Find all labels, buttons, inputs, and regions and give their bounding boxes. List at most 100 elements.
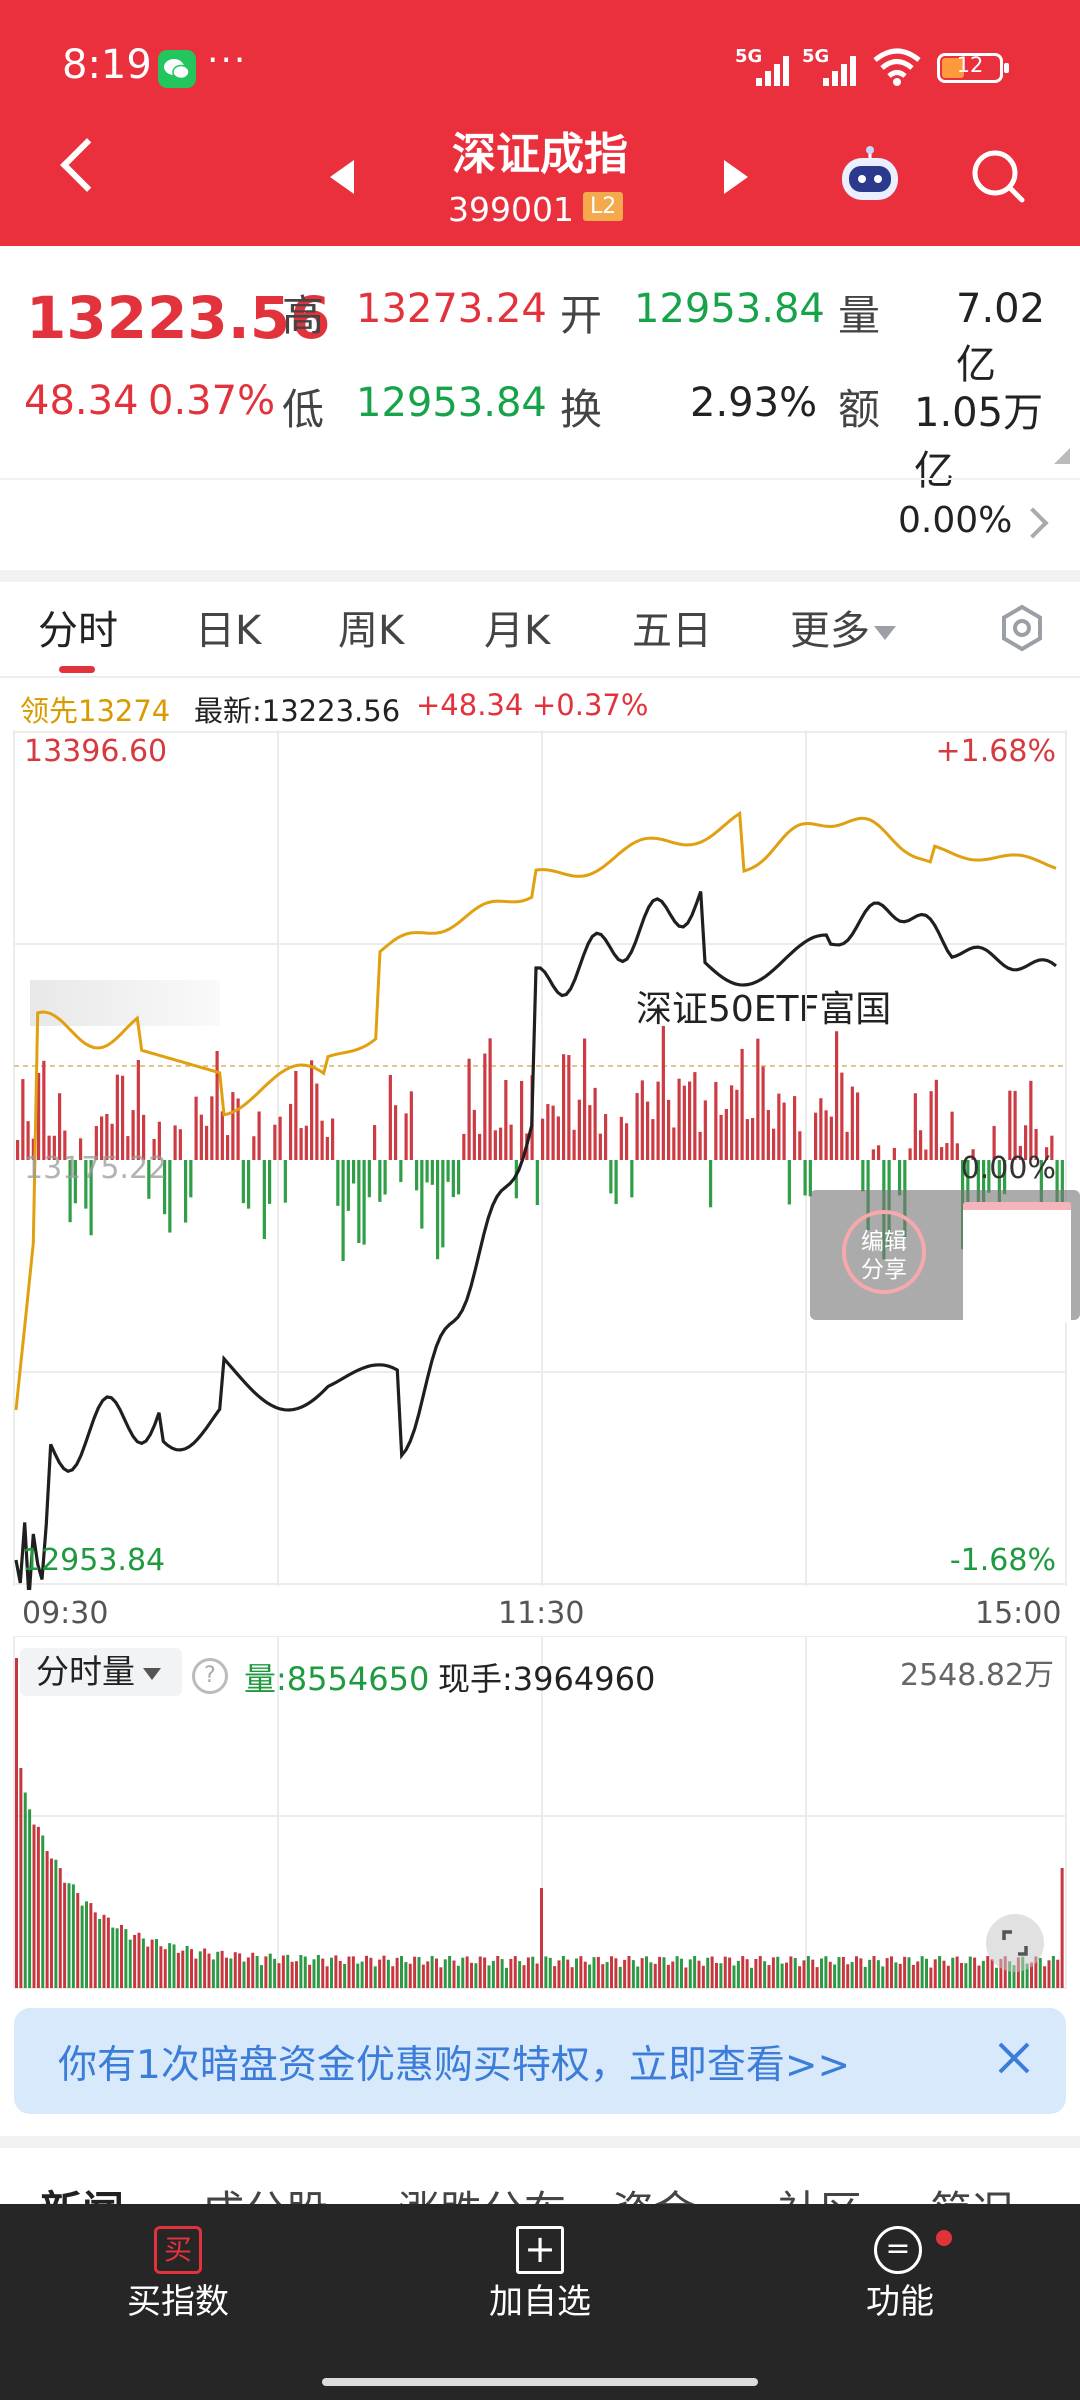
close-icon[interactable]	[994, 2038, 1034, 2078]
robot-assistant-icon[interactable]	[836, 146, 904, 206]
volume-bar	[299, 1954, 303, 1988]
volume-bar	[715, 1962, 718, 1988]
chart-min-pct: -1.68%	[950, 1543, 1056, 1578]
battery-icon: 12	[937, 53, 1009, 83]
tab-more[interactable]: 更多	[790, 598, 896, 656]
volume-bar	[172, 1944, 176, 1988]
fullscreen-icon[interactable]	[986, 1914, 1044, 1972]
promo-banner[interactable]: 你有1次暗盘资金优惠购买特权，立即查看>>	[14, 2008, 1066, 2114]
functions-icon[interactable]: =	[874, 2226, 922, 2274]
divider	[0, 570, 1080, 582]
next-index-icon[interactable]	[724, 160, 748, 194]
volume-bar	[785, 1962, 788, 1988]
pressure-bar-up	[845, 1131, 849, 1160]
chart-settings-icon[interactable]	[998, 604, 1046, 652]
related-etf-row[interactable]: 深证50ETF富国 0.00%	[0, 480, 1080, 1030]
volume-value: 7.02亿	[956, 286, 1046, 388]
volume-bar	[693, 1956, 697, 1988]
pressure-bar-up	[688, 1081, 692, 1160]
pressure-bar-down	[787, 1160, 791, 1205]
tab-daily-k[interactable]: 日K	[195, 608, 262, 654]
tab-distribution[interactable]: 涨跌分布	[398, 2178, 566, 2204]
volume-bar	[207, 1953, 211, 1988]
volume-bar	[570, 1967, 574, 1988]
volume-bar	[281, 1955, 285, 1988]
functions-button[interactable]: 功能	[866, 2282, 934, 2322]
pressure-bar-up	[157, 1121, 161, 1160]
pressure-bar-up	[205, 1125, 209, 1160]
volume-bar	[71, 1884, 75, 1988]
pressure-bar-up	[703, 1100, 707, 1160]
tab-profile[interactable]: 简况	[930, 2178, 1014, 2204]
volume-bar	[76, 1893, 80, 1988]
pressure-bar-up	[567, 1055, 571, 1160]
volume-bar	[168, 1943, 172, 1988]
search-icon[interactable]	[968, 146, 1028, 206]
top-header: 8:19 ··· 5G 5G 12 深证成指 399001 L2	[0, 0, 1080, 246]
pressure-bar-up	[257, 1111, 261, 1160]
volume-bar	[820, 1958, 823, 1988]
tab-constituents[interactable]: 成分股	[202, 2178, 328, 2204]
share-preview-thumbnail	[963, 1202, 1071, 1322]
tab-community[interactable]: 社区	[778, 2178, 862, 2204]
pressure-bar-up	[604, 1114, 608, 1160]
tab-news[interactable]: 新闻	[40, 2178, 124, 2204]
page-title: 深证成指	[452, 129, 628, 180]
volume-bar	[395, 1957, 399, 1988]
pressure-bar-up	[829, 1116, 833, 1160]
pressure-bar-down	[73, 1160, 77, 1204]
expand-corner-icon[interactable]	[1054, 448, 1070, 464]
volume-indicator-selector[interactable]: 分时量	[20, 1648, 182, 1696]
add-watchlist-button[interactable]: 加自选	[489, 2282, 591, 2322]
pressure-bar-up	[252, 1136, 256, 1160]
previous-index-icon[interactable]	[330, 160, 354, 194]
volume-bar	[50, 1858, 53, 1988]
volume-bar	[916, 1961, 920, 1988]
volume-bar	[951, 1957, 955, 1988]
volume-bar	[373, 1966, 377, 1988]
pressure-bar-down	[89, 1160, 93, 1236]
volume-bar	[312, 1959, 316, 1988]
pressure-bar-down	[283, 1160, 287, 1203]
pressure-bar-down	[898, 1160, 902, 1196]
tab-five-day[interactable]: 五日	[632, 608, 712, 654]
pressure-bar-up	[751, 1117, 755, 1160]
buy-index-button[interactable]: 买指数	[127, 2282, 229, 2322]
price-line	[14, 890, 1057, 1590]
signal-bars-2-icon	[823, 52, 863, 86]
volume-bar	[763, 1961, 767, 1988]
pressure-bar-down	[147, 1160, 151, 1199]
pressure-bar-up	[1024, 1125, 1028, 1160]
buy-icon[interactable]: 买	[154, 2226, 202, 2274]
pressure-bar-up	[640, 1080, 644, 1160]
add-watchlist-icon[interactable]: +	[516, 2226, 564, 2274]
volume-bar	[793, 1957, 797, 1988]
volume-chart[interactable]	[0, 1636, 1080, 1996]
intraday-price-chart[interactable]: 13396.60 +1.68% 13175.22 0.00% 12953.84 …	[0, 730, 1080, 1590]
volume-bar	[968, 1956, 972, 1988]
pressure-bar-down	[803, 1160, 807, 1196]
volume-bar	[964, 1963, 968, 1988]
pressure-bar-up	[42, 1060, 46, 1160]
help-icon[interactable]: ?	[192, 1658, 228, 1694]
pressure-bar-up	[556, 1116, 560, 1160]
pressure-bar-down	[241, 1160, 245, 1204]
pressure-bar-up	[21, 1079, 25, 1160]
pressure-bar-down	[378, 1160, 382, 1202]
blurred-thumbnail	[30, 980, 220, 1026]
volume-bar	[925, 1958, 928, 1988]
volume-bar	[408, 1963, 412, 1988]
pressure-bar-up	[220, 1111, 224, 1160]
volume-bar	[351, 1956, 355, 1988]
tab-monthly-k[interactable]: 月K	[484, 608, 551, 654]
edit-share-overlay[interactable]: 编辑 分享	[810, 1190, 1080, 1322]
pressure-bar-up	[850, 1086, 854, 1160]
tab-intraday[interactable]: 分时	[38, 608, 118, 654]
tab-funds[interactable]: 资金	[612, 2178, 696, 2204]
turnover-value: 2.93%	[690, 380, 818, 426]
tab-weekly-k[interactable]: 周K	[338, 608, 405, 654]
volume-bar	[872, 1956, 876, 1988]
volume-bar	[194, 1958, 198, 1988]
volume-bar	[286, 1954, 290, 1988]
volume-bar	[614, 1958, 618, 1988]
